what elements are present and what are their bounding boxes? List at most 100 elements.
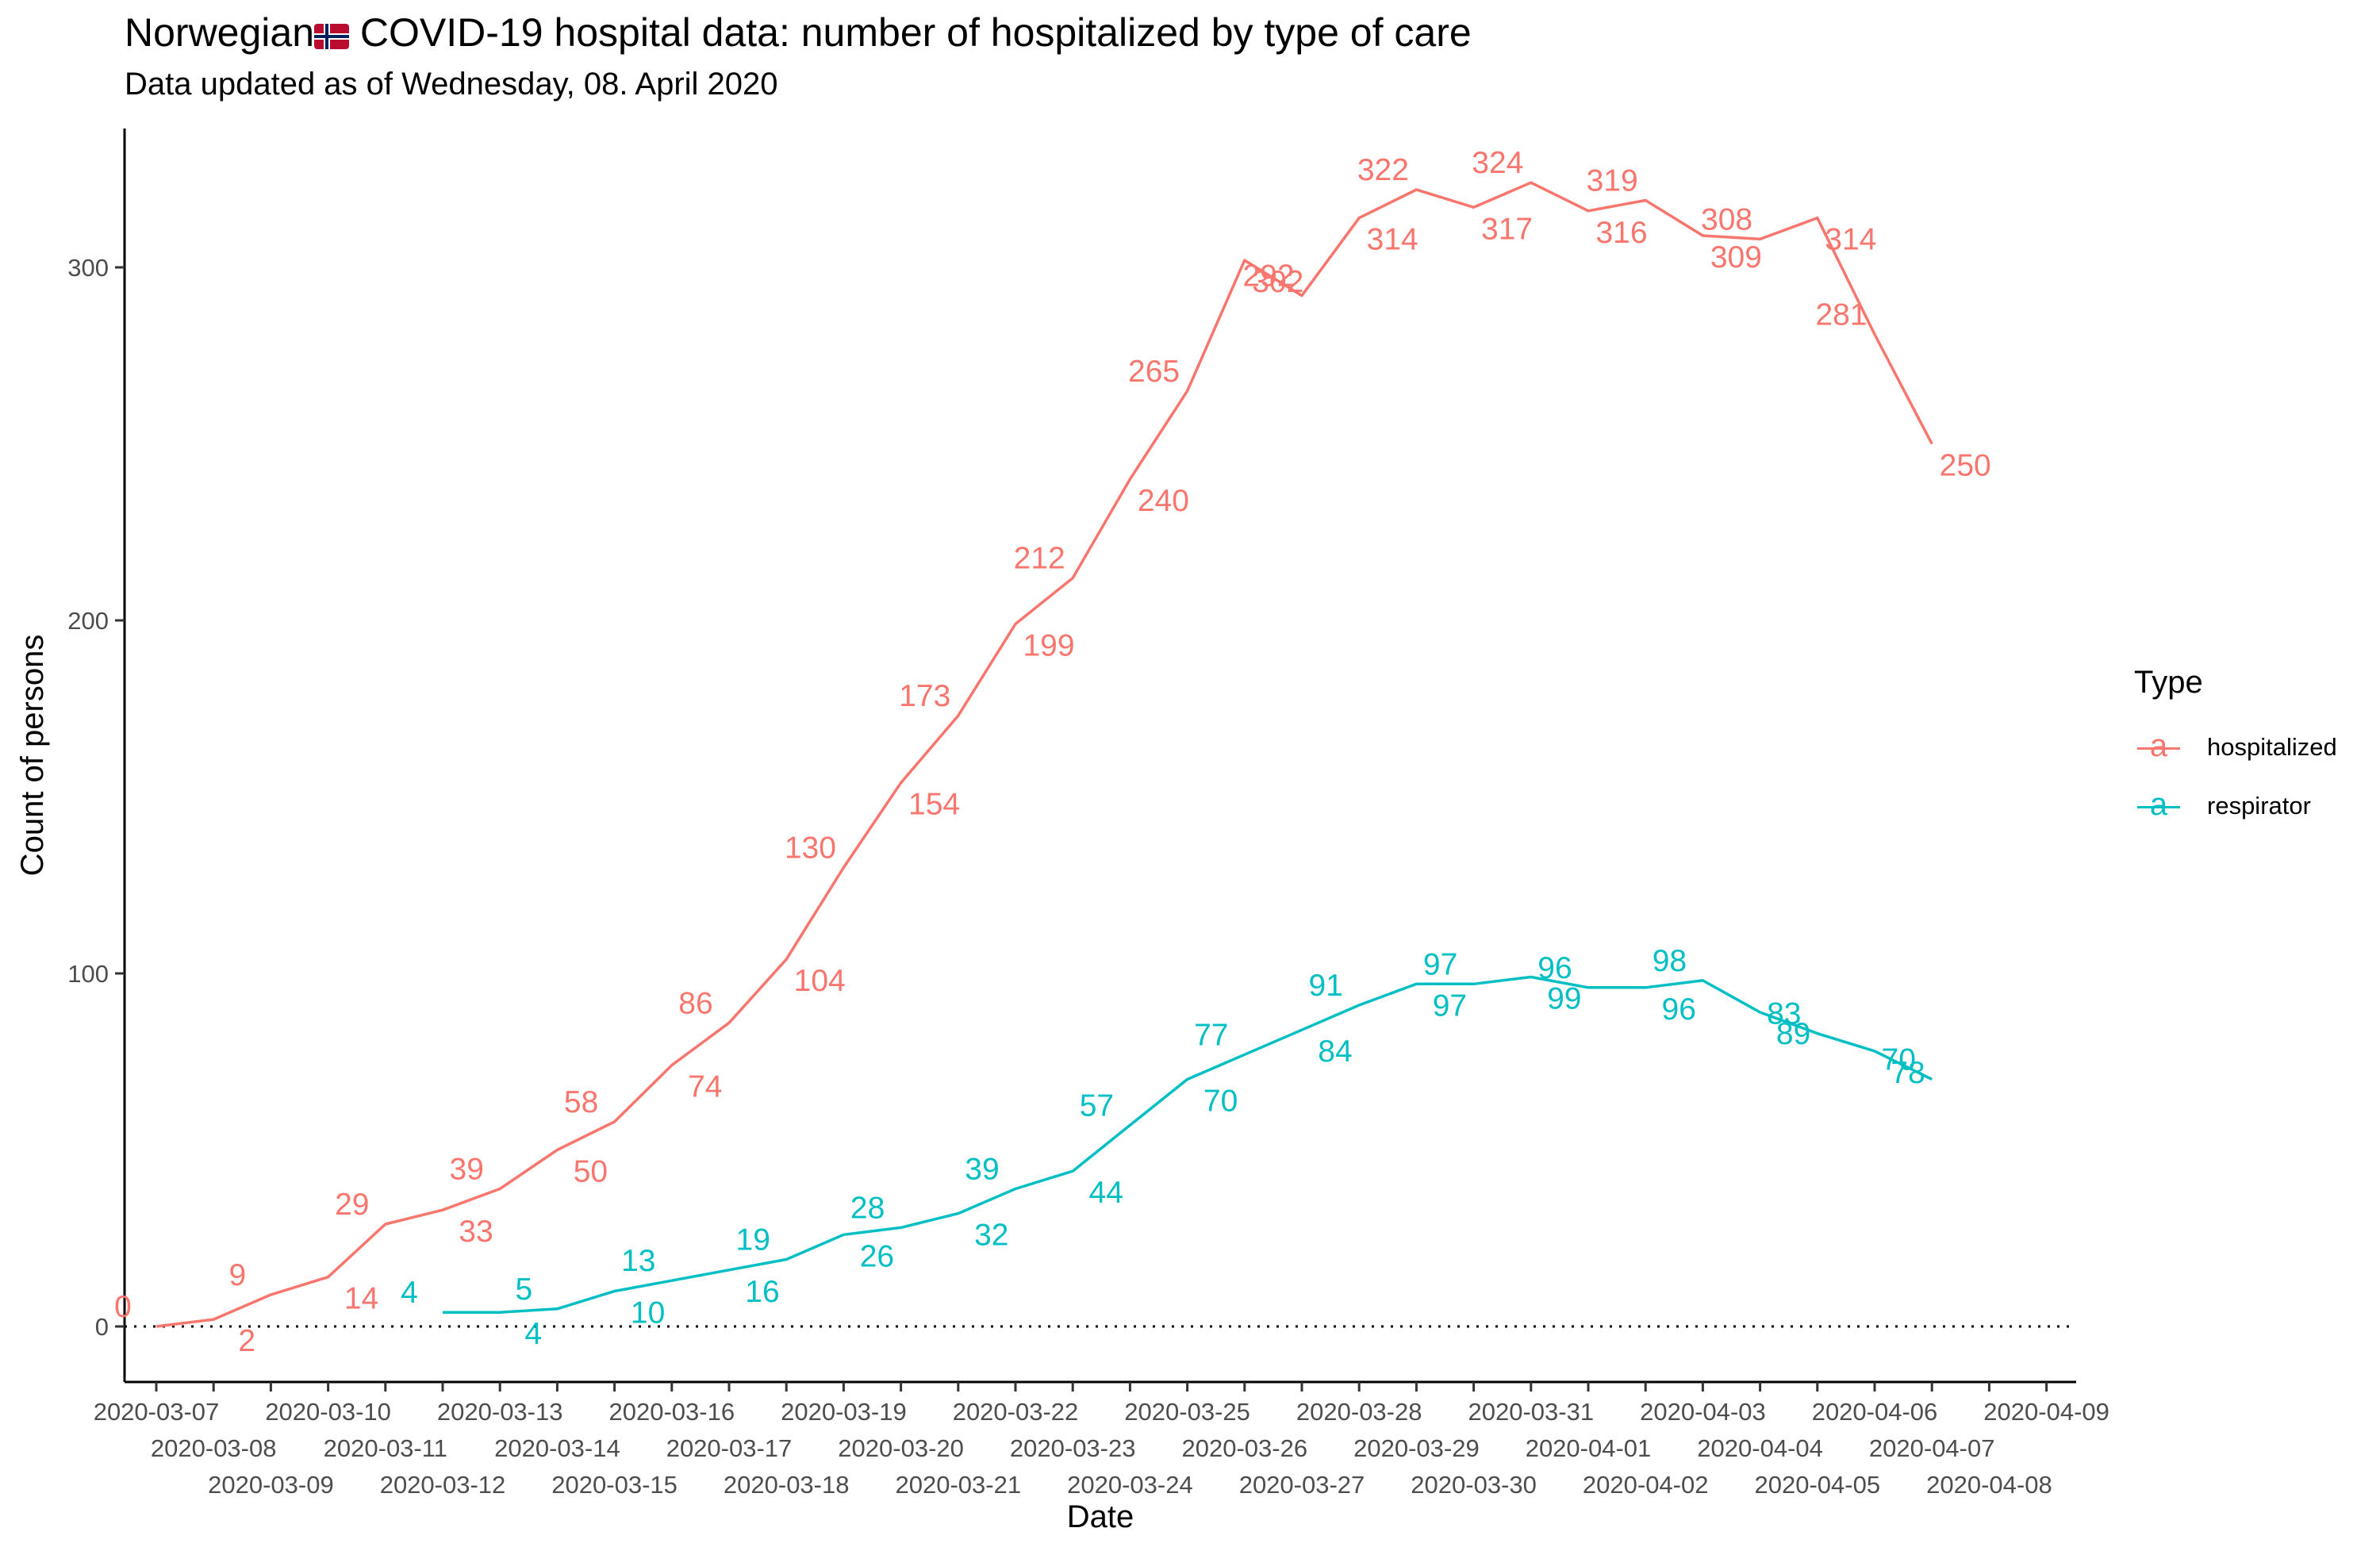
data-label-hospitalized: 14	[344, 1282, 378, 1316]
legend-label-hospitalized: hospitalized	[2207, 733, 2337, 761]
x-tick-label: 2020-04-02	[1583, 1471, 1709, 1499]
data-label-respirator: 5	[516, 1273, 533, 1307]
data-label-respirator: 70	[1882, 1043, 1916, 1077]
data-label-respirator: 16	[745, 1275, 779, 1309]
x-tick-label: 2020-03-25	[1124, 1398, 1250, 1426]
x-tick-label: 2020-03-07	[94, 1398, 220, 1426]
data-label-respirator: 13	[621, 1244, 655, 1278]
data-label-respirator: 78	[1891, 1056, 1925, 1090]
data-label-hospitalized: 74	[688, 1070, 722, 1104]
x-tick-label: 2020-04-09	[1983, 1398, 2109, 1426]
x-tick-label: 2020-03-31	[1468, 1398, 1595, 1426]
x-axis-title: Date	[1067, 1499, 1134, 1534]
legend-item-hospitalized: a hospitalized	[2134, 718, 2337, 777]
data-label-respirator: 10	[631, 1296, 665, 1330]
x-tick-label: 2020-03-13	[437, 1398, 563, 1426]
data-label-respirator: 83	[1767, 997, 1801, 1031]
x-tick-label: 2020-03-24	[1067, 1471, 1193, 1499]
x-tick-label: 2020-03-17	[666, 1434, 793, 1462]
data-label-hospitalized: 308	[1701, 202, 1752, 236]
data-label-respirator: 44	[1089, 1176, 1123, 1210]
x-tick-label: 2020-03-10	[265, 1398, 391, 1426]
x-tick-label: 2020-03-28	[1296, 1398, 1422, 1426]
data-label-hospitalized: 317	[1481, 212, 1533, 246]
data-label-hospitalized: 9	[229, 1258, 247, 1292]
data-label-respirator: 96	[1662, 992, 1696, 1027]
x-tick-label: 2020-03-14	[494, 1434, 620, 1462]
legend: Type a hospitalized a respirator	[2134, 665, 2337, 835]
data-label-respirator: 4	[524, 1317, 542, 1351]
series-line-respirator	[443, 975, 1933, 1314]
x-tick-label: 2020-03-18	[724, 1471, 850, 1499]
data-label-respirator: 91	[1309, 969, 1343, 1003]
data-label-respirator: 84	[1318, 1035, 1352, 1069]
data-label-respirator: 97	[1423, 947, 1457, 981]
x-tick-label: 2020-03-26	[1182, 1434, 1308, 1462]
x-tick-label: 2020-03-08	[151, 1434, 277, 1462]
legend-label-respirator: respirator	[2207, 792, 2311, 820]
data-label-respirator: 96	[1537, 951, 1572, 985]
x-tick-label: 2020-03-21	[896, 1471, 1022, 1499]
y-tick-label: 300	[67, 254, 109, 282]
x-tick-label: 2020-04-05	[1755, 1471, 1881, 1499]
data-label-respirator: 89	[1776, 1017, 1810, 1051]
data-label-hospitalized: 314	[1367, 223, 1418, 257]
series-line-hospitalized	[155, 181, 1933, 1328]
data-label-hospitalized: 33	[459, 1215, 493, 1249]
chart-title: Norwegian COVID-19 hospital data: number…	[125, 10, 1472, 59]
legend-item-respirator: a respirator	[2134, 777, 2337, 835]
data-label-hospitalized: 250	[1940, 449, 1991, 483]
legend-key-hospitalized: a	[2134, 728, 2183, 763]
data-label-respirator: 32	[974, 1219, 1008, 1253]
y-tick-label: 0	[95, 1313, 109, 1341]
data-label-hospitalized: 2	[238, 1324, 255, 1358]
data-label-hospitalized: 154	[908, 788, 960, 822]
data-label-hospitalized: 86	[678, 986, 712, 1020]
data-label-hospitalized: 130	[785, 831, 836, 866]
y-axis-title: Count of persons	[15, 635, 50, 877]
norway-flag-icon	[314, 13, 350, 59]
data-label-respirator: 28	[850, 1191, 885, 1225]
data-label-hospitalized: 314	[1825, 223, 1876, 257]
chart-subtitle: Data updated as of Wednesday, 08. April …	[125, 67, 778, 102]
data-label-respirator: 70	[1203, 1084, 1238, 1119]
data-label-respirator: 99	[1547, 981, 1581, 1015]
y-tick-label: 200	[67, 607, 109, 635]
x-tick-label: 2020-04-07	[1869, 1434, 1995, 1462]
data-label-hospitalized: 324	[1472, 146, 1523, 180]
data-label-hospitalized: 281	[1815, 298, 1867, 332]
legend-key-respirator: a	[2134, 787, 2183, 822]
data-label-hospitalized: 319	[1587, 163, 1638, 198]
data-label-hospitalized: 104	[794, 964, 846, 998]
data-label-hospitalized: 212	[1014, 542, 1065, 576]
x-tick-label: 2020-03-29	[1353, 1434, 1480, 1462]
data-label-hospitalized: 173	[899, 679, 950, 713]
data-label-respirator: 19	[736, 1223, 770, 1257]
x-tick-label: 2020-04-04	[1697, 1434, 1823, 1462]
data-label-respirator: 98	[1653, 944, 1687, 978]
data-label-respirator: 57	[1080, 1088, 1114, 1123]
legend-title: Type	[2134, 665, 2203, 700]
x-tick-label: 2020-03-15	[551, 1471, 678, 1499]
chart-title-part-2: COVID-19 hospital data: number of hospit…	[349, 10, 1472, 55]
data-label-hospitalized: 316	[1595, 216, 1647, 250]
x-tick-label: 2020-04-06	[1812, 1398, 1938, 1426]
x-tick-label: 2020-04-08	[1926, 1471, 2052, 1499]
chart-canvas: 0 100 200 300 2020-03-07 2020-03-08 2020-03-09…	[15, 129, 2109, 1534]
data-label-hospitalized: 58	[564, 1085, 598, 1119]
x-tick-label: 2020-03-22	[953, 1398, 1079, 1426]
data-label-hospitalized: 322	[1357, 153, 1409, 187]
x-tick-label: 2020-03-09	[208, 1471, 334, 1499]
y-tick-label: 100	[67, 960, 109, 988]
x-tick-label: 2020-03-12	[380, 1471, 506, 1499]
x-tick-label: 2020-03-11	[324, 1434, 447, 1462]
data-label-respirator: 77	[1194, 1018, 1228, 1052]
x-tick-label: 2020-03-20	[838, 1434, 964, 1462]
data-label-hospitalized: 292	[1242, 259, 1294, 294]
data-label-hospitalized: 309	[1710, 240, 1762, 274]
data-label-respirator: 39	[965, 1152, 999, 1186]
data-label-hospitalized: 199	[1023, 628, 1074, 662]
data-label-respirator: 4	[401, 1276, 418, 1310]
x-tick-label: 2020-03-16	[609, 1398, 735, 1426]
x-tick-label: 2020-03-30	[1411, 1471, 1537, 1499]
